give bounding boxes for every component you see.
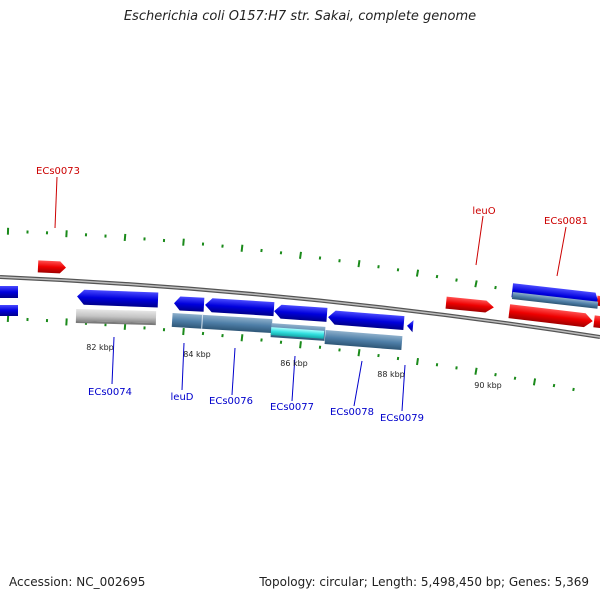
reverse-cds-ecs0077[interactable]: [274, 304, 328, 322]
reverse-cds-leud[interactable]: [174, 296, 205, 312]
major-tick: [532, 378, 537, 386]
reverse-cds-edge-left[interactable]: [0, 286, 18, 316]
gene-label-ecs0073[interactable]: ECs0073: [36, 166, 80, 177]
minor-tick: [572, 387, 575, 392]
minor-tick: [552, 383, 556, 388]
forward-cds-edge-right[interactable]: [593, 315, 600, 329]
minor-tick: [494, 373, 497, 377]
major-tick: [357, 349, 361, 357]
forward-cds-ecs0081[interactable]: [508, 304, 593, 328]
forward-strand-track: [37, 260, 600, 329]
major-tick: [240, 334, 244, 342]
kbp-label-84: 84 kbp: [183, 350, 211, 359]
cog-track: [75, 292, 599, 351]
reverse-cds-ecs0078[interactable]: [328, 310, 405, 331]
gene-label-leuo[interactable]: leuO: [472, 206, 495, 217]
gene-label-ecs0081[interactable]: ECs0081: [544, 216, 588, 227]
cog-block-ecs0077[interactable]: [270, 323, 326, 341]
gene-label-ecs0078[interactable]: ECs0078: [330, 407, 374, 418]
minor-tick: [455, 278, 458, 282]
genome-title: Escherichia coli O157:H7 str. Sakai, com…: [123, 9, 477, 24]
gene-label-leud[interactable]: leuD: [171, 392, 194, 403]
cog-block-ecs0080[interactable]: [511, 292, 599, 309]
kbp-label-86: 86 kbp: [280, 359, 308, 368]
minor-tick: [513, 376, 517, 380]
major-tick: [123, 233, 127, 241]
topology-summary: Topology: circular; Length: 5,498,450 bp…: [259, 575, 589, 589]
gene-label-ecs0079[interactable]: ECs0079: [380, 413, 424, 424]
cog-block-ecs0074[interactable]: [75, 308, 157, 326]
cog-block-leud-ecs0076[interactable]: [171, 312, 273, 334]
major-tick: [416, 357, 419, 366]
minor-tick: [494, 285, 497, 290]
gene-label-ecs0074[interactable]: ECs0074: [88, 387, 132, 398]
major-tick: [415, 269, 420, 277]
forward-cds-ecs0073[interactable]: [37, 260, 67, 274]
major-tick: [182, 238, 185, 246]
gene-label-ecs0076[interactable]: ECs0076: [209, 396, 253, 407]
gene-label-ecs0077[interactable]: ECs0077: [270, 402, 314, 413]
major-tick: [474, 367, 478, 375]
major-tick: [182, 328, 185, 336]
forward-cds-leuo[interactable]: [445, 296, 495, 314]
major-tick: [474, 280, 478, 288]
major-tick: [357, 260, 361, 268]
reverse-cds-ecs0074[interactable]: [77, 289, 159, 308]
reverse-cds-ecs0076[interactable]: [205, 298, 275, 317]
accession-text: Accession: NC_002695: [9, 575, 146, 589]
kbp-label-82: 82 kbp: [86, 343, 114, 352]
reverse-cds-ecs0079[interactable]: [406, 320, 414, 333]
cog-block-ecs0078[interactable]: [324, 330, 403, 351]
kbp-label-90: 90 kbp: [474, 381, 502, 390]
label-leader-lines: [54, 176, 567, 412]
genome-backbone: [0, 275, 600, 339]
minor-tick: [435, 274, 439, 279]
major-tick: [299, 341, 302, 349]
kbp-label-88: 88 kbp: [377, 370, 405, 379]
major-tick: [240, 244, 244, 252]
major-tick: [299, 251, 302, 259]
